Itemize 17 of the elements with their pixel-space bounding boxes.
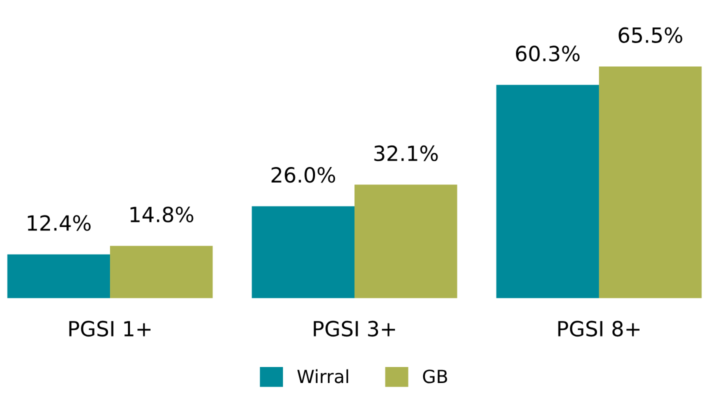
bar: [354, 184, 458, 298]
bar: [110, 246, 213, 298]
x-tick-label: PGSI 3+: [314, 320, 395, 337]
data-label: 14.8%: [130, 206, 194, 222]
legend-label: Wirral: [297, 369, 348, 384]
data-label: 65.5%: [618, 27, 682, 44]
bar: [252, 206, 354, 298]
legend-label: GB: [423, 370, 448, 384]
data-label: 60.3%: [516, 46, 580, 62]
bar: [7, 254, 110, 298]
x-tick-label: PGSI 1+: [69, 320, 151, 337]
bar: [496, 84, 599, 298]
bar: [598, 66, 702, 298]
data-label: 26.0%: [272, 167, 336, 183]
x-tick-label: PGSI 8+: [558, 320, 640, 337]
data-label: 12.4%: [28, 215, 91, 231]
data-label: 32.1%: [374, 145, 438, 162]
